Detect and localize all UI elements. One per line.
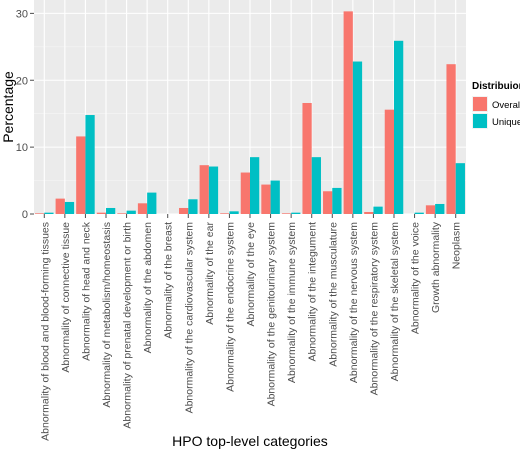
- bar-unique-3: [106, 207, 116, 214]
- bar-overall-17: [384, 109, 394, 214]
- bar-overall-12: [281, 213, 292, 214]
- x-axis-title: HPO top-level categories: [172, 433, 328, 449]
- legend-swatch-overall: [473, 97, 487, 111]
- bar-unique-7: [188, 199, 198, 214]
- y-tick-label: 10: [16, 142, 28, 154]
- x-tick-label: Abnormality of the cardiovascular system: [183, 222, 195, 414]
- grid-lines: [34, 0, 466, 215]
- x-tick-label: Abnormality of the integument: [307, 222, 319, 362]
- x-tick-label: Abnormality of the voice: [410, 222, 422, 334]
- bar-overall-14: [323, 191, 333, 214]
- bar-overall-7: [179, 207, 189, 214]
- bar-unique-1: [64, 201, 75, 214]
- y-axis-title: Percentage: [0, 71, 16, 143]
- bar-unique-9: [229, 211, 239, 214]
- x-tick-label: Abnormality of the abdomen: [142, 222, 154, 353]
- x-tick-label: Abnormality of the breast: [163, 222, 175, 339]
- bar-unique-16: [373, 206, 383, 214]
- bar-overall-20: [446, 64, 456, 214]
- x-tick-label: Abnormality of the genitourinary system: [266, 222, 278, 407]
- bar-unique-20: [455, 163, 465, 214]
- x-tick-label: Abnormality of head and neck: [80, 221, 92, 361]
- bar-overall-8: [199, 165, 209, 214]
- x-tick-label: Abnormality of the skeletal system: [389, 222, 401, 382]
- y-tick-label: 20: [16, 75, 28, 87]
- x-tick-label: Growth abnormality: [430, 221, 442, 313]
- bar-overall-15: [343, 11, 353, 215]
- legend-swatch-unique: [473, 114, 487, 128]
- x-tick-label: Abnormality of the respiratory system: [368, 222, 380, 396]
- y-tick-label: 30: [16, 8, 28, 20]
- bar-overall-13: [302, 102, 312, 214]
- bar-unique-18: [414, 212, 424, 214]
- x-tick-label: Abnormality of the nervous system: [348, 222, 360, 383]
- bar-overall-3: [96, 212, 106, 214]
- bar-unique-10: [250, 157, 260, 214]
- bar-overall-16: [364, 211, 374, 214]
- x-tick-label: Abnormality of blood and blood-forming t…: [39, 222, 51, 441]
- bar-overall-2: [76, 136, 86, 214]
- bar-unique-13: [311, 157, 321, 214]
- bar-overall-0: [35, 213, 45, 214]
- bar-unique-12: [291, 212, 301, 214]
- bar-unique-15: [352, 61, 363, 215]
- x-tick-label: Abnormality of the ear: [204, 221, 216, 324]
- bar-overall-5: [137, 203, 148, 214]
- x-tick-label: Abnormality of the endocrine system: [224, 222, 236, 392]
- bar-unique-8: [208, 166, 219, 214]
- bar-unique-19: [435, 203, 445, 214]
- legend-label-unique: Unique: [492, 117, 520, 128]
- bar-unique-17: [394, 40, 404, 215]
- x-tick-label: Abnormality of the musculature: [327, 222, 339, 367]
- y-axis-ticks: 0 10 20 30: [16, 8, 34, 221]
- x-tick-label: Neoplasm: [451, 222, 463, 270]
- bar-overall-10: [240, 172, 250, 214]
- legend-label-overall: Overall: [492, 100, 520, 111]
- bars: [35, 11, 465, 215]
- bar-unique-2: [85, 115, 95, 214]
- bar-overall-19: [425, 205, 436, 214]
- x-tick-label: Abnormality of connective tissue: [60, 222, 72, 373]
- legend: Distribuion Overall Unique: [472, 81, 520, 129]
- bar-overall-9: [220, 213, 230, 214]
- bar-overall-4: [117, 213, 127, 214]
- bar-overall-11: [261, 184, 271, 214]
- bar-overall-1: [55, 198, 65, 214]
- bar-unique-5: [147, 192, 157, 214]
- legend-title: Distribuion: [472, 81, 520, 92]
- bar-unique-4: [126, 210, 136, 214]
- x-tick-label: Abnormality of prenatal development or b…: [122, 222, 134, 429]
- bar-unique-0: [44, 212, 54, 214]
- x-tick-label: Abnormality of the immune system: [286, 222, 298, 383]
- y-tick-label: 0: [22, 209, 28, 221]
- x-tick-label: Abnormality of metabolism/homeostasis: [101, 222, 113, 408]
- bar-unique-14: [332, 187, 342, 214]
- bar-unique-11: [270, 180, 280, 214]
- x-axis-ticks: Abnormality of blood and blood-forming t…: [39, 214, 463, 441]
- x-tick-label: Abnormality of the eye: [245, 222, 257, 327]
